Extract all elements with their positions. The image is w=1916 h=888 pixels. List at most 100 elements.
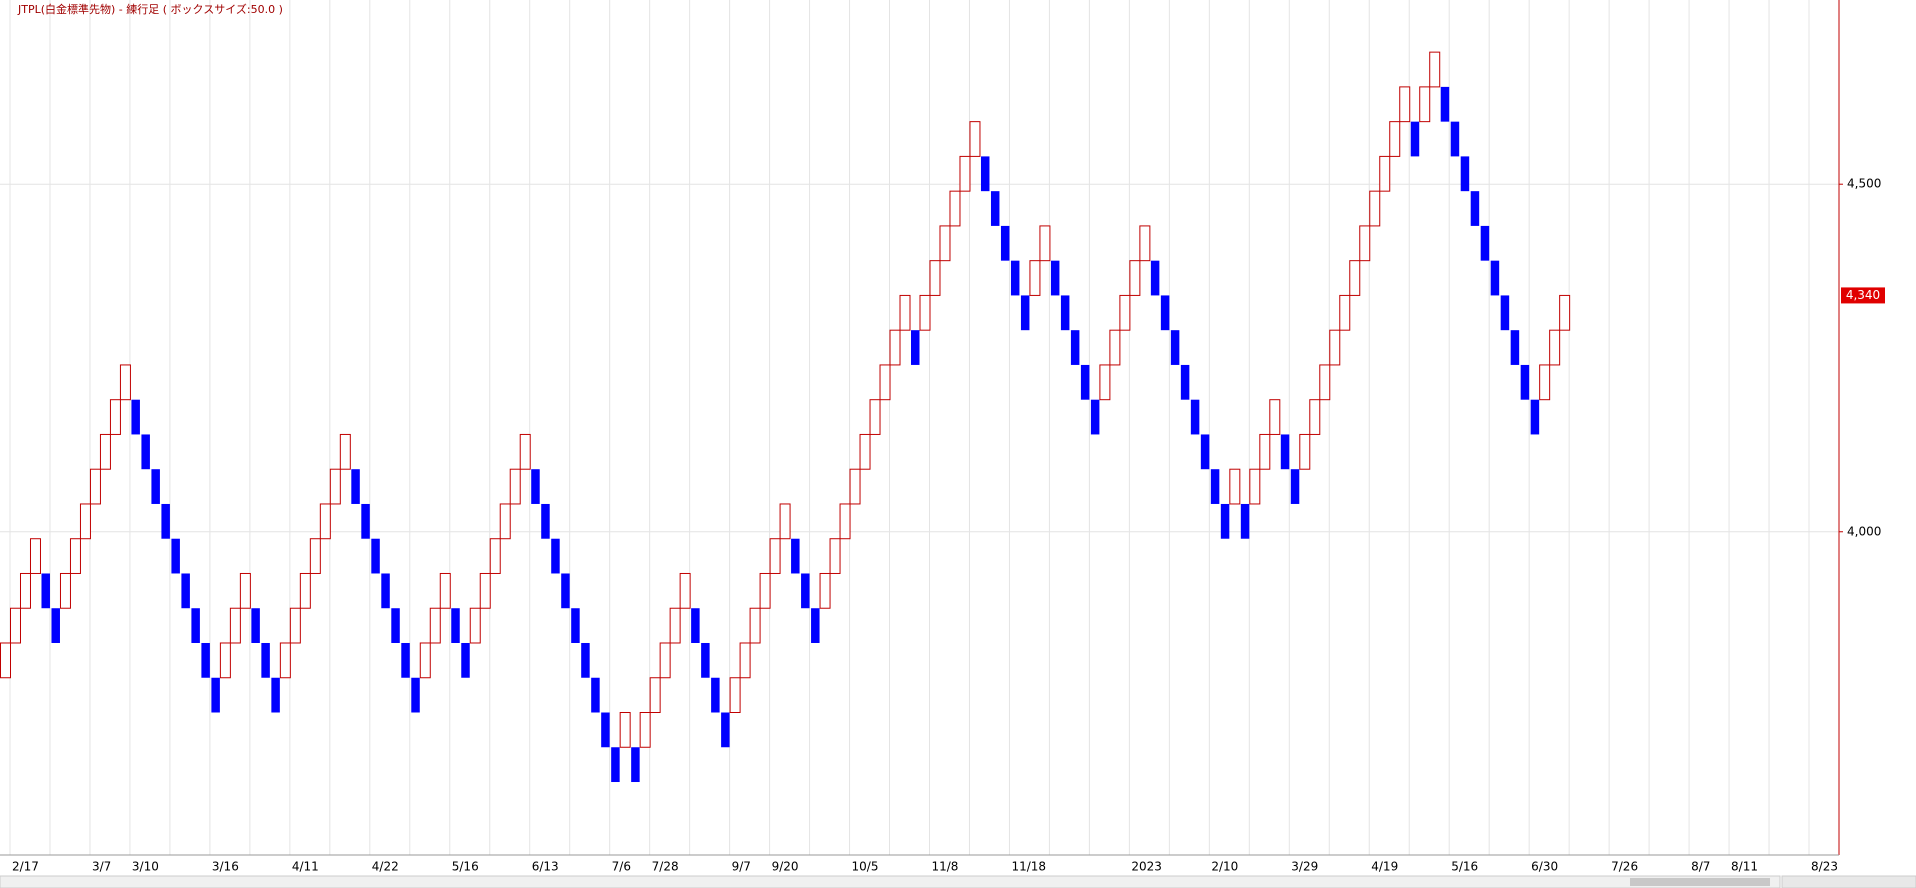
- up-brick: [1389, 121, 1401, 157]
- up-brick: [99, 433, 111, 470]
- x-tick-label: 3/7: [92, 860, 111, 874]
- down-brick: [591, 677, 600, 713]
- down-brick: [801, 573, 810, 609]
- up-brick: [649, 677, 661, 713]
- up-brick: [329, 468, 341, 505]
- x-tick-label: 8/23: [1811, 860, 1838, 874]
- scroll-controls[interactable]: [1781, 875, 1916, 888]
- down-brick: [1160, 295, 1170, 331]
- down-brick: [1490, 260, 1500, 296]
- x-tick-label: 9/7: [732, 860, 751, 874]
- up-brick: [1339, 294, 1351, 331]
- down-brick: [1440, 86, 1450, 122]
- up-brick: [669, 607, 681, 644]
- down-brick: [581, 642, 590, 678]
- down-brick: [811, 608, 820, 643]
- x-tick-label: 2/10: [1211, 860, 1238, 874]
- up-brick: [1029, 260, 1041, 296]
- y-tick-label: 4,000: [1847, 524, 1881, 538]
- down-brick: [41, 573, 50, 609]
- down-brick: [561, 573, 570, 609]
- down-brick: [1150, 260, 1160, 296]
- up-brick: [949, 190, 961, 227]
- up-brick: [889, 329, 901, 366]
- down-brick: [201, 642, 210, 678]
- up-brick: [289, 607, 301, 644]
- chart-title: JTPL(白金標準先物) - 練行足 ( ボックスサイズ:50.0 ): [17, 2, 283, 16]
- x-tick-label: 8/7: [1691, 860, 1710, 874]
- x-tick-label: 10/5: [852, 860, 879, 874]
- x-tick-label: 6/13: [532, 860, 559, 874]
- down-brick: [1000, 225, 1010, 261]
- up-brick: [1119, 294, 1131, 331]
- up-brick: [89, 468, 101, 505]
- up-brick: [1309, 399, 1321, 435]
- down-brick: [171, 538, 180, 574]
- up-brick: [1419, 86, 1431, 123]
- down-brick: [401, 642, 410, 678]
- up-brick: [769, 538, 781, 574]
- down-brick: [691, 608, 700, 643]
- up-brick: [1369, 190, 1381, 227]
- x-tick-label: 11/18: [1011, 860, 1046, 874]
- down-brick: [631, 747, 640, 783]
- down-brick: [701, 642, 710, 678]
- down-brick: [1190, 399, 1200, 435]
- up-brick: [299, 572, 311, 609]
- up-brick: [1319, 364, 1331, 401]
- down-brick: [1060, 295, 1070, 331]
- down-brick: [1050, 260, 1060, 296]
- down-brick: [1020, 295, 1030, 331]
- up-brick: [1399, 86, 1411, 123]
- up-brick: [1249, 468, 1261, 505]
- up-brick: [679, 572, 691, 609]
- up-brick: [619, 712, 631, 748]
- down-brick: [1010, 260, 1020, 296]
- down-brick: [791, 538, 800, 574]
- last-price-label: 4,340: [1846, 288, 1880, 302]
- up-brick: [1109, 329, 1121, 366]
- down-brick: [181, 573, 190, 609]
- up-brick: [739, 642, 751, 679]
- x-tick-label: 7/6: [612, 860, 631, 874]
- x-tick-label: 7/26: [1611, 860, 1638, 874]
- up-brick: [109, 399, 121, 435]
- up-brick: [1359, 225, 1371, 262]
- up-brick: [119, 364, 131, 401]
- down-brick: [51, 608, 60, 643]
- grid: [0, 0, 1839, 855]
- x-tick-label: 3/10: [132, 860, 159, 874]
- up-brick: [229, 607, 241, 644]
- up-brick: [429, 607, 441, 644]
- down-brick: [551, 538, 560, 574]
- up-brick: [829, 538, 841, 574]
- up-brick: [779, 503, 791, 540]
- down-brick: [601, 712, 610, 748]
- up-brick: [19, 572, 31, 609]
- down-brick: [131, 399, 140, 435]
- up-brick: [1259, 433, 1271, 470]
- up-brick: [639, 712, 651, 748]
- down-brick: [531, 469, 540, 504]
- down-brick: [1460, 156, 1470, 192]
- down-brick: [271, 677, 280, 713]
- up-brick: [0, 642, 11, 679]
- down-brick: [571, 608, 580, 643]
- down-brick: [161, 503, 170, 539]
- last-price-box: [1841, 287, 1885, 304]
- down-brick: [451, 608, 460, 643]
- up-brick: [1099, 364, 1111, 401]
- down-brick: [541, 503, 550, 539]
- up-brick: [479, 572, 491, 609]
- up-brick: [859, 433, 871, 470]
- scrollbar[interactable]: [0, 875, 1781, 888]
- down-brick: [980, 156, 990, 192]
- scrollbar-thumb[interactable]: [1630, 878, 1770, 886]
- up-brick: [1039, 225, 1051, 262]
- up-brick: [279, 642, 291, 679]
- x-tick-label: 3/16: [212, 860, 239, 874]
- x-tick-label: 4/22: [372, 860, 399, 874]
- down-brick: [351, 469, 360, 504]
- x-tick-label: 3/29: [1291, 860, 1318, 874]
